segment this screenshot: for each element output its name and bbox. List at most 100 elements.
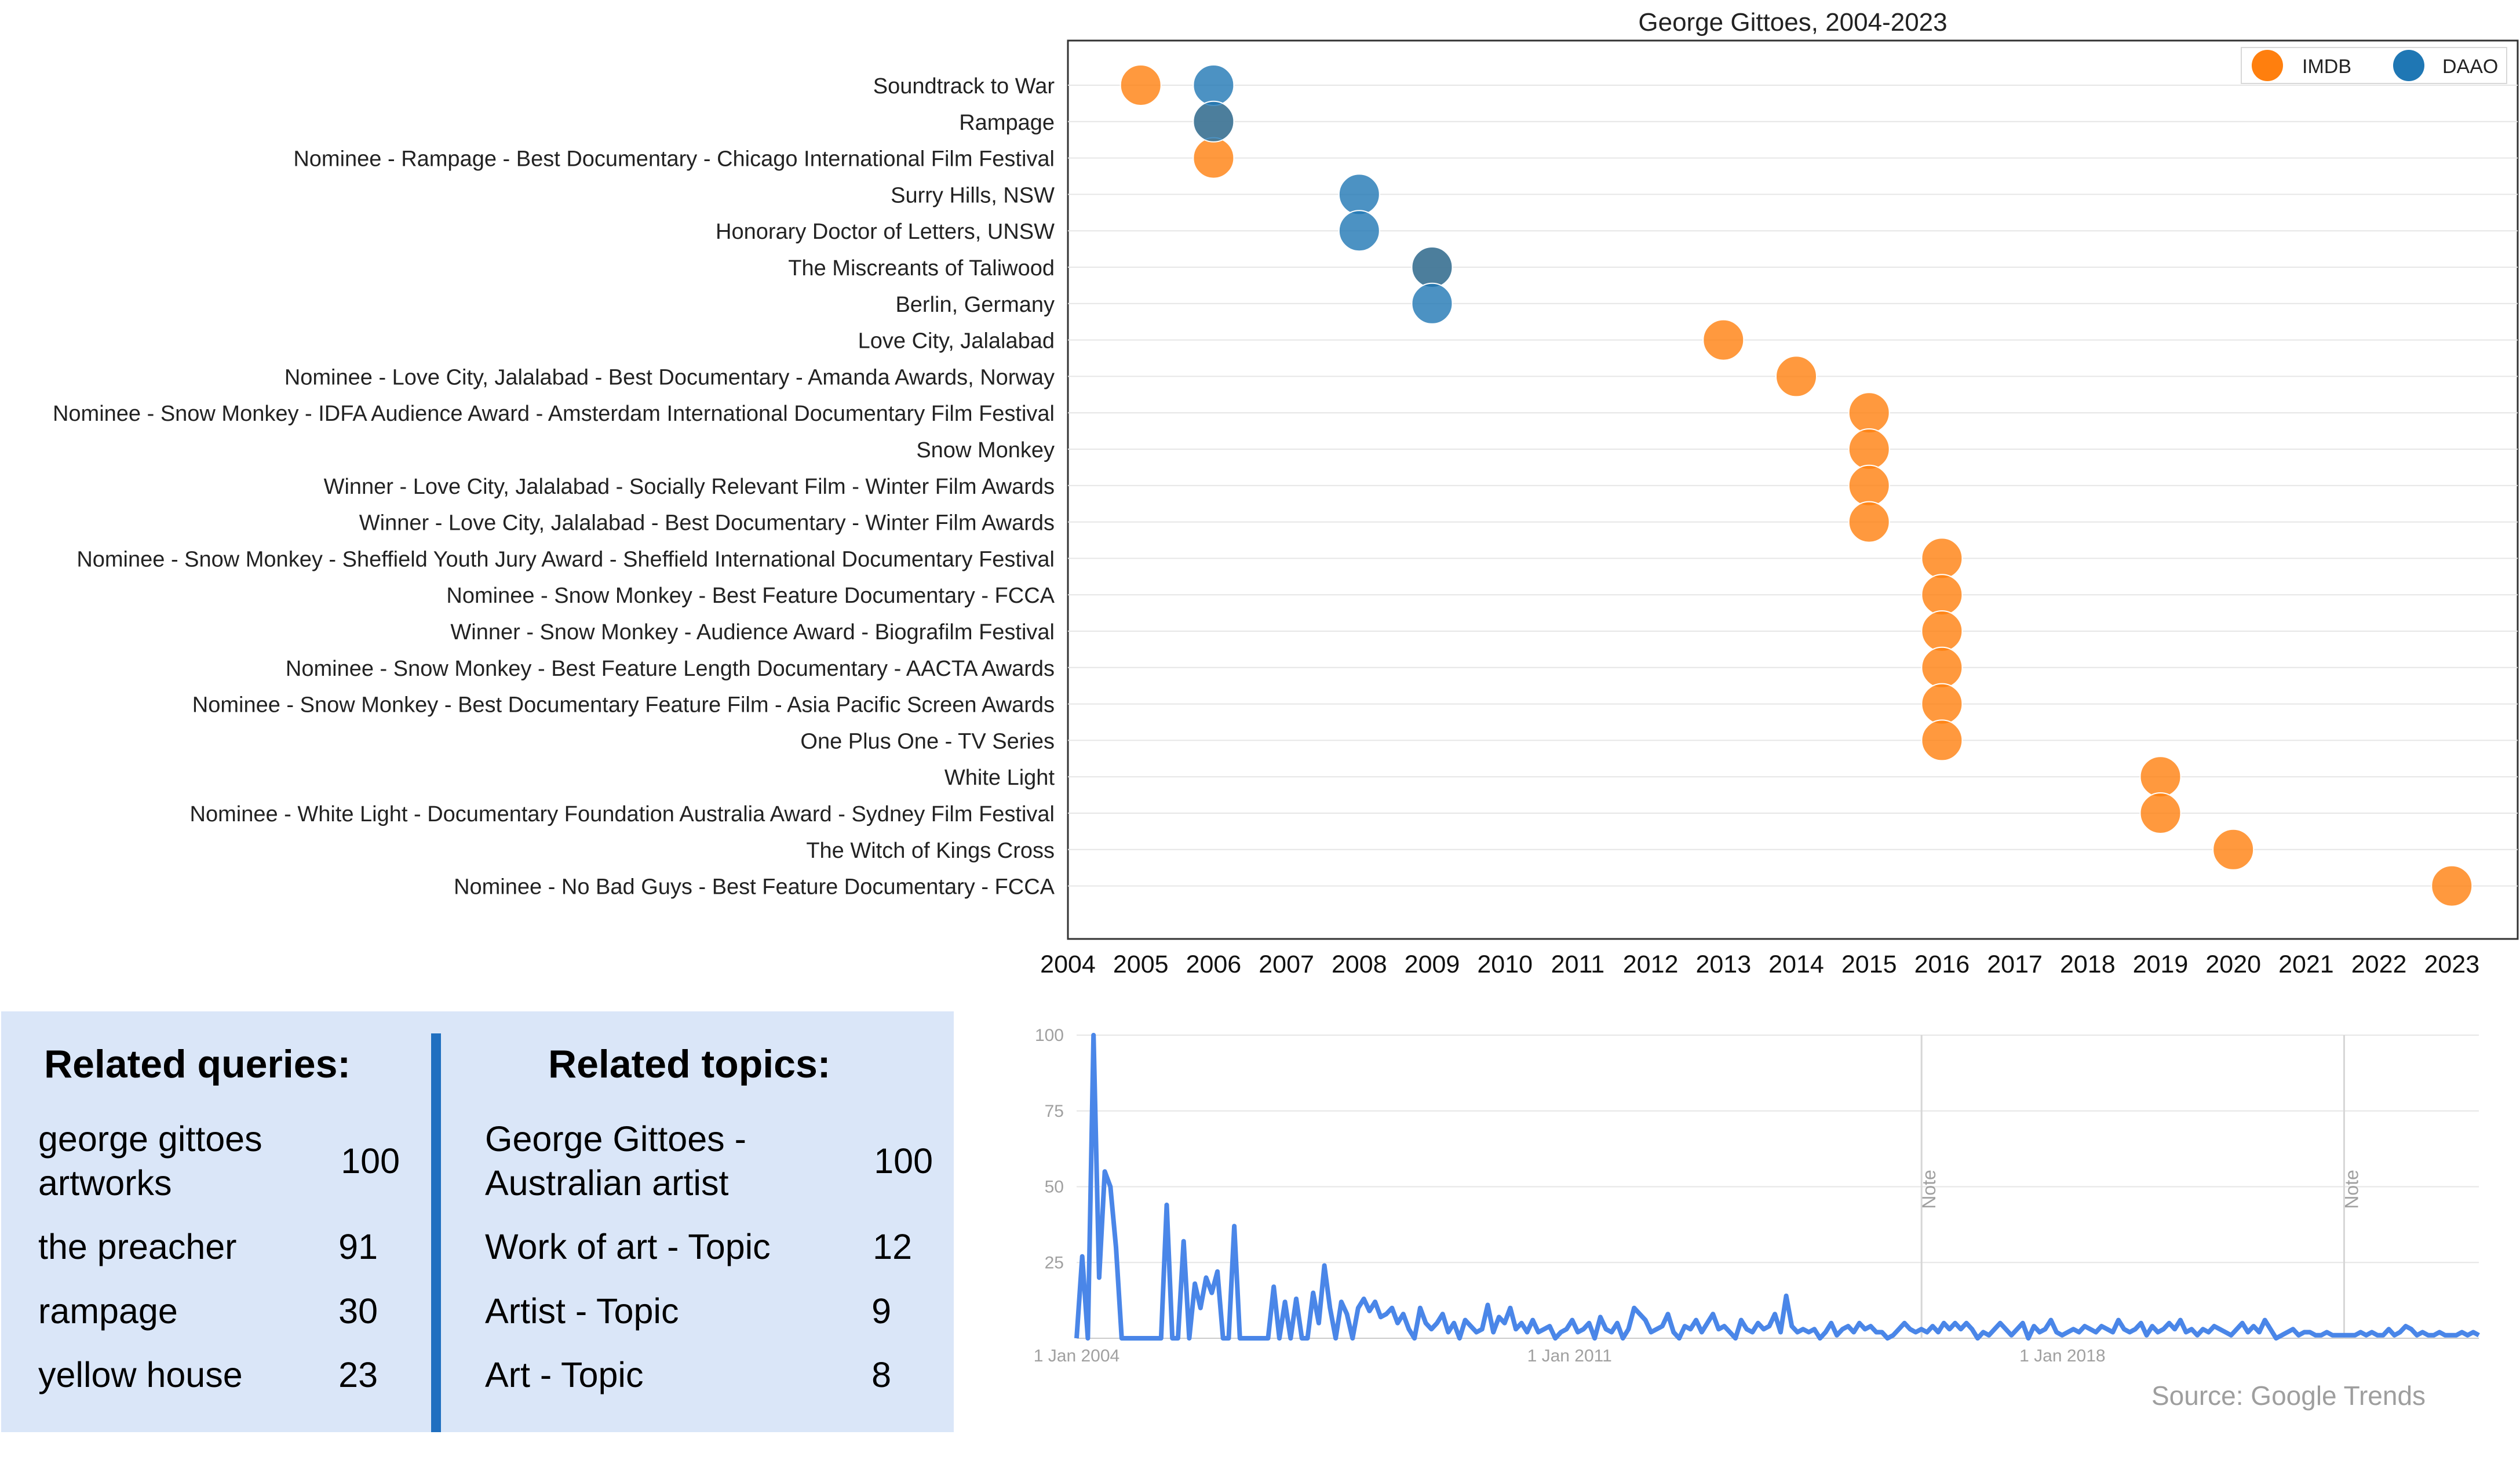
category-label: Rampage — [959, 111, 1055, 135]
imdb-point — [1848, 392, 1890, 434]
category-label: Nominee - White Light - Documentary Foun… — [190, 802, 1055, 826]
topic-name: Art - Topic — [485, 1355, 644, 1394]
imdb-point — [1848, 464, 1890, 507]
related-topics-heading: Related topics: — [548, 1042, 831, 1086]
daao-point — [1192, 100, 1235, 143]
x-tick-label: 1 Jan 2011 — [1527, 1346, 1612, 1366]
related-panel: Related queries: george gittoes artworks… — [1, 1011, 954, 1432]
imdb-point — [1848, 501, 1890, 543]
query-value: 100 — [341, 1141, 400, 1181]
category-label: Nominee - Snow Monkey - IDFA Audience Aw… — [53, 402, 1055, 426]
query-value: 30 — [338, 1291, 378, 1331]
category-label: Winner - Love City, Jalalabad - Best Doc… — [359, 511, 1055, 536]
y-tick-label: 25 — [1045, 1253, 1064, 1272]
x-tick-label: 2018 — [2060, 951, 2116, 978]
x-tick-label: 2007 — [1259, 951, 1314, 978]
category-label: The Witch of Kings Cross — [806, 839, 1055, 863]
topic-value: 100 — [874, 1141, 933, 1181]
category-label: Snow Monkey — [916, 438, 1055, 463]
imdb-point — [2431, 865, 2473, 907]
chart-title: George Gittoes, 2004-2023 — [1638, 8, 1947, 37]
category-label: Nominee - Rampage - Best Documentary - C… — [293, 147, 1055, 172]
legend-label: IMDB — [2302, 56, 2351, 78]
y-tick-label: 100 — [1035, 1026, 1064, 1045]
imdb-point — [1192, 137, 1235, 179]
x-tick-label: 2013 — [1695, 951, 1751, 978]
trend-line — [1074, 1033, 2480, 1341]
imdb-point — [1921, 574, 1963, 616]
category-label: Surry Hills, NSW — [891, 183, 1055, 207]
topic-name: Work of art - Topic — [485, 1227, 771, 1266]
x-tick-label: 2020 — [2205, 951, 2261, 978]
category-label: Nominee - Snow Monkey - Sheffield Youth … — [76, 547, 1055, 571]
x-tick-label: 2014 — [1768, 951, 1824, 978]
x-tick-label: 2021 — [2278, 951, 2334, 978]
timeline-chart: George Gittoes, 2004-2023 Soundtrack to W… — [53, 8, 2519, 978]
y-tick-label: 75 — [1045, 1102, 1064, 1121]
trends-source: Source: Google Trends — [2151, 1381, 2426, 1411]
topic-name: Artist - Topic — [485, 1291, 679, 1331]
plot-frame — [1067, 39, 2519, 940]
imdb-point — [1848, 428, 1890, 470]
imdb-point — [1119, 64, 1162, 106]
category-label: White Light — [944, 766, 1055, 790]
imdb-point — [2139, 792, 2182, 834]
query-name: rampage — [38, 1291, 178, 1331]
category-label: Nominee - No Bad Guys - Best Feature Doc… — [454, 875, 1055, 900]
query-name: the preacher — [38, 1227, 237, 1266]
x-tick-label: 2011 — [1551, 951, 1604, 978]
daao-point — [1192, 64, 1235, 106]
imdb-point — [1921, 610, 1963, 652]
category-label: Nominee - Love City, Jalalabad - Best Do… — [285, 365, 1055, 389]
daao-point — [1411, 246, 1453, 288]
query-value: 23 — [338, 1355, 378, 1394]
related-queries-heading: Related queries: — [44, 1042, 351, 1086]
category-label: Nominee - Snow Monkey - Best Feature Len… — [286, 657, 1055, 681]
y-tick-label: 50 — [1045, 1178, 1064, 1197]
topic-value: 12 — [873, 1227, 912, 1266]
x-tick-label: 2016 — [1914, 951, 1970, 978]
category-label: The Miscreants of Taliwood — [788, 256, 1055, 281]
x-tick-label: 2012 — [1623, 951, 1679, 978]
note-label: Note — [1919, 1170, 1939, 1209]
imdb-point — [2212, 828, 2255, 871]
imdb-point — [1775, 355, 1817, 398]
imdb-point — [1921, 537, 1963, 580]
topic-value: 9 — [871, 1291, 891, 1331]
x-tick-label: 2009 — [1405, 951, 1460, 978]
category-label: Winner - Love City, Jalalabad - Socially… — [324, 475, 1055, 499]
x-tick-label: 2004 — [1040, 951, 1096, 978]
imdb-point — [1921, 646, 1963, 689]
panel-divider — [431, 1033, 441, 1432]
category-label: One Plus One - TV Series — [800, 729, 1055, 753]
x-tick-label: 2008 — [1332, 951, 1387, 978]
category-label: Nominee - Snow Monkey - Best Feature Doc… — [446, 584, 1055, 608]
category-label: Winner - Snow Monkey - Audience Award - … — [450, 620, 1055, 644]
legend-marker — [2393, 50, 2424, 81]
legend-marker — [2252, 50, 2283, 81]
category-label: Love City, Jalalabad — [858, 329, 1055, 354]
query-name: george gittoes artworks — [38, 1119, 262, 1203]
category-label: Nominee - Snow Monkey - Best Documentary… — [192, 693, 1055, 718]
x-tick-label: 2017 — [1987, 951, 2043, 978]
daao-point — [1411, 282, 1453, 325]
query-value: 91 — [338, 1227, 378, 1266]
category-label: Berlin, Germany — [895, 293, 1055, 317]
x-tick-label: 2023 — [2424, 951, 2479, 978]
x-tick-label: 2015 — [1841, 951, 1897, 978]
daao-point — [1338, 210, 1380, 252]
x-tick-label: 2005 — [1113, 951, 1169, 978]
imdb-point — [2139, 756, 2182, 798]
x-tick-label: 2022 — [2351, 951, 2407, 978]
note-label: Note — [2341, 1170, 2362, 1209]
imdb-point — [1921, 719, 1963, 762]
x-tick-label: 1 Jan 2004 — [1034, 1346, 1119, 1366]
topic-name: George Gittoes - Australian artist — [485, 1119, 746, 1203]
daao-point — [1338, 173, 1380, 216]
imdb-point — [1921, 683, 1963, 725]
x-tick-label: 1 Jan 2018 — [2019, 1346, 2105, 1366]
x-tick-label: 2006 — [1186, 951, 1242, 978]
query-name: yellow house — [38, 1355, 243, 1394]
category-label: Honorary Doctor of Letters, UNSW — [716, 220, 1055, 244]
x-tick-label: 2019 — [2133, 951, 2189, 978]
